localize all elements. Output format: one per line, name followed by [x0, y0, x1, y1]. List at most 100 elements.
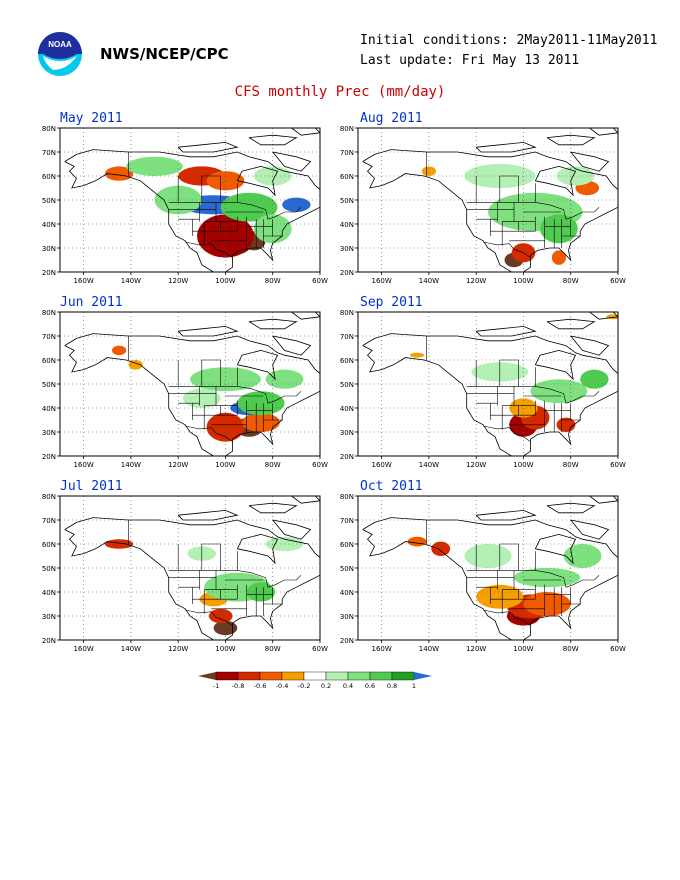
lat-label: 20N [340, 269, 354, 277]
colorbar-label: 0.2 [321, 682, 331, 690]
lat-label: 60N [42, 357, 56, 365]
lat-label: 70N [42, 333, 56, 341]
panel-title: Jun 2011 [60, 295, 123, 310]
lon-label: 120W [466, 645, 486, 653]
lat-label: 40N [340, 221, 354, 229]
lat-label: 60N [340, 357, 354, 365]
lat-label: 70N [42, 149, 56, 157]
lat-label: 70N [42, 517, 56, 525]
island-outline [475, 141, 537, 153]
colorbar-arrow-right [414, 672, 432, 680]
colorbar-swatch [347, 671, 371, 681]
anomaly-patch [265, 369, 304, 389]
lon-label: 60W [312, 645, 328, 653]
coastline [64, 333, 320, 456]
lat-label: 40N [42, 405, 56, 413]
lon-label: 140W [121, 645, 141, 653]
lon-label: 80W [265, 461, 281, 469]
coastlines [64, 496, 320, 640]
colorbar-label: -0.2 [298, 682, 311, 690]
anomaly-patch [580, 369, 609, 389]
coastlines [64, 128, 320, 272]
anomaly-patch [551, 250, 566, 265]
lat-label: 50N [340, 565, 354, 573]
lat-label: 30N [340, 429, 354, 437]
hudson-bay [236, 533, 279, 565]
coastlines [362, 496, 618, 640]
lon-label: 120W [168, 645, 188, 653]
anomaly-patch [410, 352, 425, 358]
coastline [362, 149, 618, 272]
coastline [362, 333, 618, 456]
island-outline [248, 134, 298, 146]
lat-label: 80N [340, 309, 354, 317]
lon-label: 100W [513, 461, 533, 469]
coastlines [362, 128, 618, 272]
map-panel: 80N 70N 60N 50N 40N 30N 20N 160W 140W 120W 100W 80W… [326, 111, 646, 292]
colorbar-label: 0.6 [365, 682, 375, 690]
lon-label: 80W [265, 277, 281, 285]
map-panel: 80N 70N 60N 50N 40N 30N 20N 160W 140W 120W 100W 80W… [326, 295, 646, 476]
island-outline [570, 335, 610, 356]
anomaly-patch [431, 541, 451, 556]
coastlines [362, 312, 618, 456]
island-outline [177, 509, 239, 521]
lon-label: 100W [513, 645, 533, 653]
colorbar-swatch [281, 671, 305, 681]
anomaly-patch [104, 539, 134, 549]
anomaly-patch [126, 156, 183, 176]
political-border [466, 202, 600, 220]
lat-label: 30N [42, 429, 56, 437]
colorbar-arrow-left [198, 672, 216, 680]
lon-label: 100W [513, 277, 533, 285]
coastline [64, 149, 320, 272]
lat-label: 30N [42, 245, 56, 253]
lon-label: 140W [419, 277, 439, 285]
lon-label: 120W [466, 461, 486, 469]
island-outline [272, 519, 312, 540]
colorbar-swatch [215, 671, 239, 681]
lon-label: 120W [168, 461, 188, 469]
lat-label: 50N [340, 197, 354, 205]
lat-label: 60N [42, 173, 56, 181]
island-outline [291, 128, 320, 136]
lat-label: 40N [340, 405, 354, 413]
map-canvas: 80N 70N 60N 50N 40N 30N 20N 160W 140W 120W 100W 80W… [42, 493, 328, 653]
lat-label: 70N [340, 333, 354, 341]
lat-label: 40N [42, 221, 56, 229]
island-outline [570, 519, 610, 540]
island-outline [272, 151, 312, 172]
map-canvas: 80N 70N 60N 50N 40N 30N 20N 160W 140W 120W 100W 80W… [340, 309, 626, 469]
anomaly-patch [242, 412, 280, 432]
political-border [483, 609, 531, 626]
lon-label: 100W [215, 277, 235, 285]
political-border [483, 241, 531, 258]
lon-label: 160W [371, 461, 391, 469]
island-outline [475, 509, 537, 521]
coastline [362, 517, 618, 640]
lat-label: 30N [340, 245, 354, 253]
anomaly-patch [190, 367, 261, 392]
island-outline [570, 151, 610, 172]
island-outline [475, 325, 537, 337]
island-outline [291, 496, 320, 504]
lon-label: 120W [466, 277, 486, 285]
island-outline [177, 141, 239, 153]
anomaly-patch [421, 166, 436, 176]
colorbar-swatch [303, 671, 327, 681]
political-border [466, 386, 600, 404]
anomaly-patch [464, 544, 512, 568]
map-panel: 80N 70N 60N 50N 40N 30N 20N 160W 140W 120W 100W 80W… [28, 111, 348, 292]
anomaly-patch [540, 214, 578, 244]
anomaly-patch [182, 388, 221, 408]
anomaly-patch [282, 197, 311, 212]
political-border [168, 202, 302, 220]
map-panel: 80N 70N 60N 50N 40N 30N 20N 160W 140W 120W 100W 80W… [28, 295, 348, 476]
island-outline [272, 335, 312, 356]
hudson-bay [236, 349, 279, 381]
lat-label: 60N [340, 173, 354, 181]
anomaly-patch [514, 568, 581, 588]
lat-label: 30N [42, 613, 56, 621]
lon-label: 80W [563, 461, 579, 469]
lat-label: 60N [42, 541, 56, 549]
